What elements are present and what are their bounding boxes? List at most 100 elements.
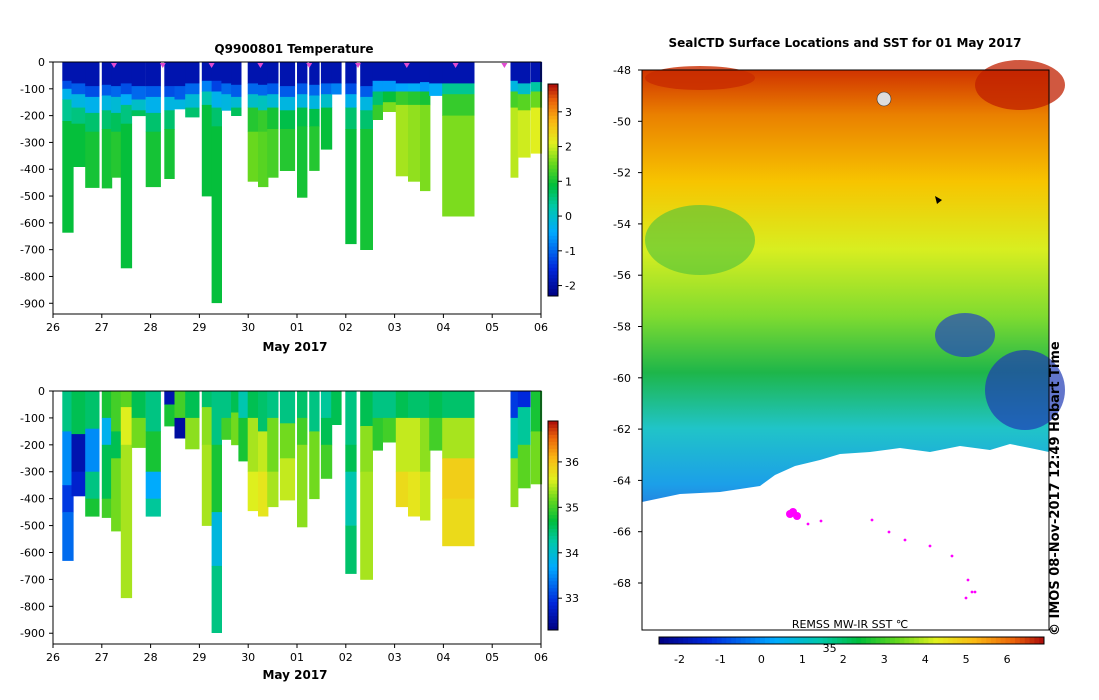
sst-colorbar-band-69	[986, 637, 992, 644]
profile-36-layer-2	[530, 431, 543, 485]
colorbar-band-59	[548, 288, 558, 293]
profile-29-layer-3	[395, 471, 409, 508]
profile-20-layer-2	[279, 423, 296, 459]
colorbar-band-18	[548, 480, 558, 485]
profile-9-layer-5	[164, 129, 175, 179]
profile-32-layer-3	[442, 94, 475, 116]
x-tick-label-05: 05	[485, 651, 499, 664]
profile-1-layer-5	[62, 121, 74, 233]
sst-colorbar-band-54	[914, 637, 920, 644]
x-tick-label-28: 28	[144, 321, 158, 334]
antarctic-ice-mask	[642, 444, 1049, 630]
seal-location-10	[950, 554, 954, 558]
profile-8-layer-3	[145, 471, 161, 499]
lat-label--66: -66	[613, 526, 631, 539]
sst-colorbar-band-40	[846, 637, 852, 644]
sst-colorbar-band-25	[774, 637, 780, 644]
profile-26-layer-1	[372, 62, 383, 82]
colorbar-band-14	[548, 129, 558, 134]
y-tick-label--800: -800	[20, 600, 45, 613]
profile-18-layer-3	[267, 94, 279, 108]
profile-16-layer-1	[238, 391, 249, 419]
profile-4-layer-1	[101, 391, 113, 419]
profile-30-layer-3	[420, 91, 431, 106]
profile-12-layer-4	[201, 104, 213, 197]
profile-34-layer-3	[517, 94, 531, 111]
colorbar-tick-label-34: 34	[565, 547, 579, 560]
profile-29-layer-2	[408, 83, 421, 92]
profile-22-layer-3	[320, 94, 333, 108]
lat-label--60: -60	[613, 372, 631, 385]
profile-26-layer-2	[360, 426, 373, 473]
colorbar-band-22	[548, 494, 558, 499]
colorbar-band-48	[548, 250, 558, 255]
sst-colorbar-band-14	[721, 637, 727, 644]
profile-20-layer-3	[297, 94, 308, 108]
sst-colorbar-band-76	[1019, 637, 1026, 644]
colorbar-band-4	[548, 94, 558, 99]
salinity-colorbar: 36 35 34 33	[547, 420, 579, 631]
colorbar-band-23	[548, 161, 558, 166]
colorbar-band-48	[548, 584, 558, 589]
sst-colorbar-band-45	[870, 637, 877, 644]
profile-19-layer-1	[279, 62, 296, 87]
profile-5-layer-5	[111, 131, 123, 178]
sst-colorbar-band-30	[798, 637, 804, 644]
profile-4-layer-2	[101, 417, 113, 446]
sst-colorbar-band-79	[1034, 637, 1040, 644]
sst-colorbar-label: REMSS MW-IR SST ℃	[792, 618, 908, 631]
colorbar-band-19	[548, 147, 558, 152]
profile-29-layer-2	[395, 417, 409, 473]
profile-3-layer-1	[85, 62, 100, 87]
profile-8-layer-1	[145, 62, 161, 87]
sst-colorbar-band-64	[962, 637, 968, 644]
profile-26-layer-3	[360, 471, 373, 580]
profile-6-layer-1	[120, 62, 133, 84]
profile-23-layer-1	[320, 391, 333, 419]
x-tick-label-01: 01	[290, 321, 304, 334]
colorbar-band-21	[548, 490, 558, 495]
profile-23-layer-1	[331, 62, 342, 84]
sst-colorbar-band-59	[938, 637, 944, 644]
colorbar-band-7	[548, 441, 558, 446]
profile-26-layer-3	[372, 91, 383, 106]
profile-27-layer-2	[382, 80, 398, 92]
profile-8-layer-3	[145, 96, 161, 114]
profile-32-layer-2	[429, 417, 444, 451]
profile-2-layer-5	[71, 123, 86, 167]
y-tick-label--300: -300	[20, 136, 45, 149]
profile-21-layer-3	[297, 444, 308, 528]
colorbar-band-28	[548, 515, 558, 519]
profile-25-layer-2	[345, 444, 357, 473]
profile-13-layer-4	[211, 565, 222, 633]
colorbar-band-31	[548, 525, 558, 530]
colorbar-band-18	[548, 144, 558, 149]
profile-16-layer-5	[247, 131, 259, 182]
lat-label--50: -50	[613, 115, 631, 128]
profile-4-layer-1	[101, 62, 113, 86]
profile-14-layer-3	[221, 94, 232, 111]
profile-22-layer-2	[320, 83, 333, 95]
colorbar-tick-label-1: 1	[565, 175, 572, 188]
profile-24-layer-1	[345, 62, 357, 84]
profile-34-layer-3	[510, 458, 519, 508]
profile-21-layer-4	[309, 108, 320, 127]
y-tick-label--800: -800	[20, 270, 45, 283]
colorbar-band-19	[548, 483, 558, 488]
profile-3-layer-2	[85, 428, 100, 473]
sst-colorbar-band-56	[923, 637, 929, 644]
colorbar-band-4	[548, 431, 558, 436]
sst-colorbar-band-63	[957, 637, 963, 644]
profile-13-layer-2	[211, 80, 222, 92]
sst-colorbar-band-72	[1000, 637, 1006, 644]
profile-11-layer-4	[185, 107, 200, 118]
lat-label--68: -68	[613, 577, 631, 590]
seal-location-11	[966, 578, 970, 582]
sst-colorbar-band-6	[683, 637, 689, 644]
profile-18-layer-4	[267, 107, 279, 130]
sst-colorbar-band-32	[808, 637, 814, 644]
sst-colorbar-band-33	[813, 637, 819, 644]
y-tick-label--500: -500	[20, 520, 45, 533]
profile-33-layer-1	[442, 391, 475, 419]
profile-29-layer-1	[408, 62, 421, 84]
